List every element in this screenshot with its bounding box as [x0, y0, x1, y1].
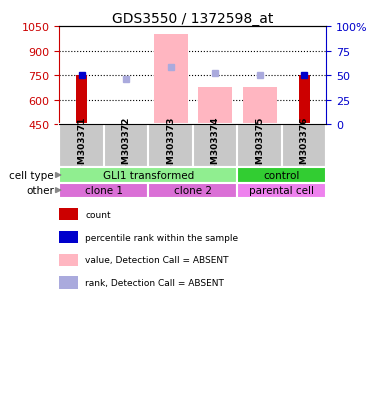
Text: cell type: cell type: [9, 171, 54, 180]
Text: GSM303376: GSM303376: [300, 116, 309, 177]
Bar: [59, 183, 148, 198]
Text: rank, Detection Call = ABSENT: rank, Detection Call = ABSENT: [85, 278, 224, 287]
Text: GSM303372: GSM303372: [122, 116, 131, 177]
Text: GLI1 transformed: GLI1 transformed: [103, 171, 194, 180]
Text: percentile rank within the sample: percentile rank within the sample: [85, 233, 239, 242]
Bar: [76, 76, 87, 125]
Text: count: count: [85, 210, 111, 219]
Text: clone 1: clone 1: [85, 186, 123, 196]
Text: GSM303371: GSM303371: [77, 116, 86, 177]
Bar: [198, 88, 232, 125]
Bar: [59, 168, 237, 183]
Title: GDS3550 / 1372598_at: GDS3550 / 1372598_at: [112, 12, 273, 26]
Text: control: control: [264, 171, 300, 180]
Bar: [154, 35, 188, 125]
Text: value, Detection Call = ABSENT: value, Detection Call = ABSENT: [85, 256, 229, 265]
Text: other: other: [26, 186, 54, 196]
Text: GSM303373: GSM303373: [166, 116, 175, 177]
Bar: [243, 88, 277, 125]
Text: parental cell: parental cell: [249, 186, 315, 196]
Text: GSM303374: GSM303374: [211, 116, 220, 177]
Text: GSM303375: GSM303375: [255, 116, 264, 177]
Bar: [299, 76, 310, 125]
Bar: [237, 183, 326, 198]
Bar: [148, 183, 237, 198]
Text: clone 2: clone 2: [174, 186, 212, 196]
Bar: [237, 168, 326, 183]
